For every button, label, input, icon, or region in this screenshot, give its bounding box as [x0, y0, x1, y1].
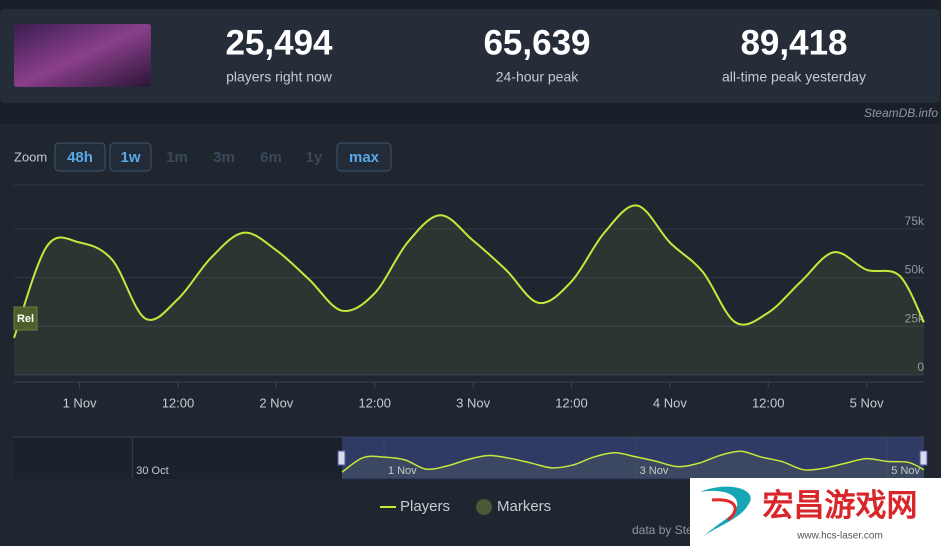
stat-value: 25,494	[225, 23, 333, 62]
x-tick-label: 4 Nov	[653, 395, 687, 410]
x-tick-label: 2 Nov	[259, 395, 293, 410]
navigator-handle-right[interactable]	[919, 450, 928, 466]
zoom-buttons: 48h 1w 1m 3m 6m 1y max	[54, 142, 392, 172]
x-tick-label: 12:00	[358, 395, 391, 410]
navigator-label: 3 Nov	[640, 465, 669, 477]
y-tick-label: 75k	[905, 214, 925, 228]
navigator-label: 5 Nov	[891, 465, 920, 477]
zoom-button-frame	[336, 142, 392, 172]
watermark-name: 宏昌游戏网	[763, 488, 918, 523]
stat-label: 24-hour peak	[496, 69, 580, 85]
zoom-button[interactable]: 1m	[166, 149, 188, 166]
zoom-button-frame	[54, 142, 106, 172]
navigator-label: 1 Nov	[388, 465, 417, 477]
y-tick-label: 50k	[905, 263, 925, 277]
legend-marker-icon	[476, 499, 492, 515]
source[interactable]: SteamDB.info	[864, 106, 938, 120]
stat-value: 89,418	[740, 23, 847, 62]
stats: 25,494 players right now 65,639 24-hour pea…	[225, 23, 866, 84]
stat-value: 65,639	[483, 23, 590, 62]
stat-label: all-time peak yesterday	[722, 69, 866, 85]
event-marker[interactable]	[13, 306, 38, 331]
x-tick-label: 12:00	[752, 395, 785, 410]
zoom-button[interactable]: 6m	[260, 149, 282, 166]
header-panel	[0, 9, 940, 103]
event-marker-label: Rel	[17, 313, 34, 325]
navigator-content: 30 Oct 1 Nov 3 Nov 5 Nov	[131, 437, 928, 479]
x-tick-label: 1 Nov	[63, 395, 97, 410]
area-fill	[14, 205, 924, 375]
watermark-url: www.hcs-laser.com	[796, 531, 883, 542]
x-tick-label: 3 Nov	[456, 395, 490, 410]
y-tick-label: 0	[917, 360, 924, 374]
game-thumbnail[interactable]	[14, 24, 151, 87]
x-tick-label: 12:00	[162, 395, 195, 410]
watermark-logo-accent	[711, 498, 737, 522]
players-line	[13, 204, 925, 339]
players-line	[341, 450, 925, 473]
zoom-button[interactable]: 3m	[213, 149, 235, 166]
x-tick-label: 12:00	[555, 395, 588, 410]
legend-item[interactable]: Players	[400, 498, 450, 515]
navigator-label: 30 Oct	[136, 465, 168, 477]
zoom-button[interactable]: 48h	[67, 149, 93, 166]
watermark-logo	[700, 486, 751, 538]
area-fill	[342, 451, 924, 478]
zoom-label: Zoom	[14, 149, 47, 164]
legend: Players Markers	[380, 498, 551, 515]
legend-item[interactable]: Markers	[497, 498, 551, 515]
navigator-selection	[342, 437, 924, 479]
navigator-handle-left[interactable]	[337, 450, 346, 466]
zoom-button[interactable]: 1y	[306, 149, 323, 166]
x-tick-label: 5 Nov	[850, 395, 884, 410]
zoom-button-frame	[109, 142, 152, 172]
zoom-button[interactable]: max	[349, 149, 380, 166]
stat-label: players right now	[226, 69, 333, 85]
watermark: 宏昌游戏网 www.hcs-laser.com	[690, 478, 941, 546]
zoom-button[interactable]: 1w	[120, 149, 140, 166]
